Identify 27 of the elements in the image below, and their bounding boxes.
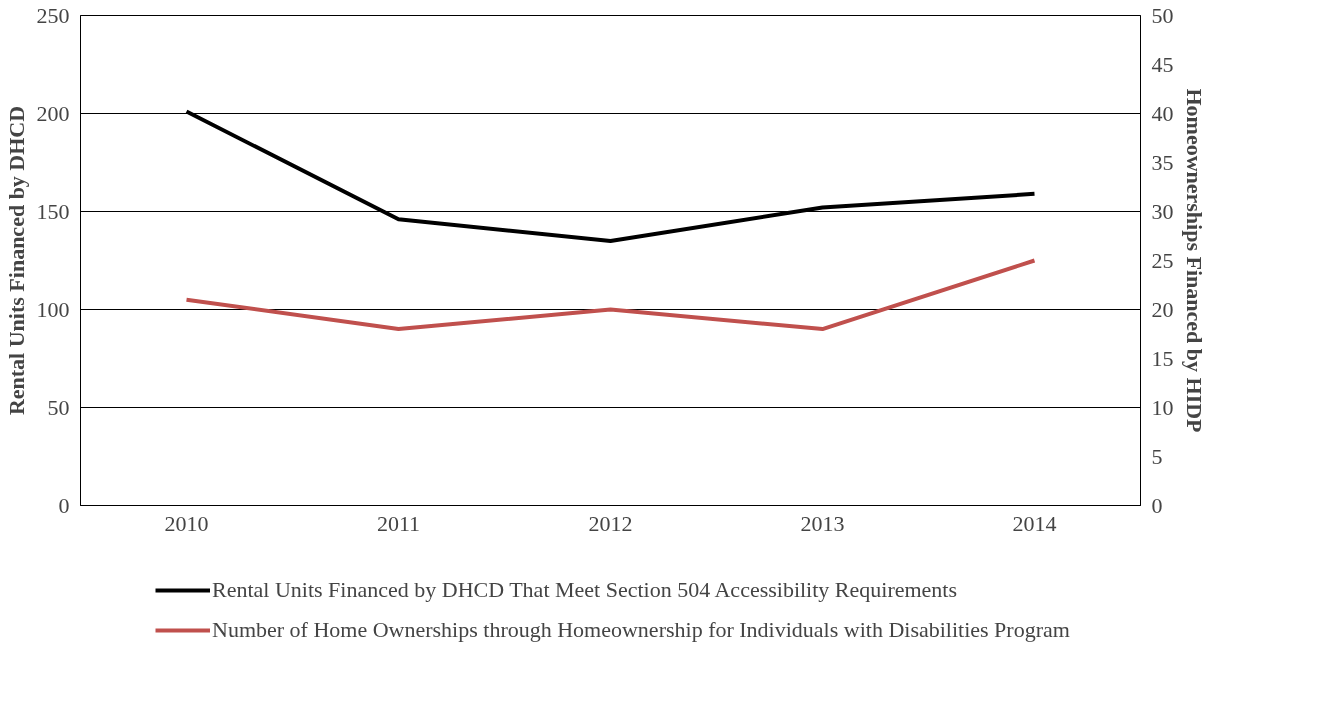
x-tick-label: 2010 (164, 510, 209, 536)
y-tick-label: 200 (36, 100, 70, 126)
x-tick-label: 2013 (800, 510, 845, 536)
y2-tick-label: 15 (1151, 345, 1174, 371)
x-tick-label: 2014 (1012, 510, 1057, 536)
y2-tick-label: 50 (1151, 2, 1174, 28)
y2-axis-title: Homeownerships Financed by HIDP (1181, 88, 1207, 433)
x-tick-label: 2012 (588, 510, 633, 536)
legend-label: Number of Home Ownerships through Homeownership for Individuals with Disabilities Program (212, 617, 1070, 643)
y2-tick-label: 35 (1151, 149, 1174, 175)
y2-tick-label: 40 (1151, 100, 1174, 126)
y2-tick-label: 10 (1151, 394, 1174, 420)
legend-label: Rental Units Financed by DHCD That Meet Section 504 Accessibility Requirements (212, 577, 958, 603)
y2-tick-label: 20 (1151, 296, 1174, 322)
y2-tick-label: 45 (1151, 51, 1174, 77)
y2-tick-label: 0 (1151, 492, 1163, 518)
y-tick-label: 250 (36, 2, 70, 28)
x-tick-label: 2011 (376, 510, 421, 536)
y-tick-label: 150 (36, 198, 70, 224)
y2-tick-label: 25 (1151, 247, 1174, 273)
y-tick-label: 100 (36, 296, 70, 322)
y-tick-label: 0 (58, 492, 70, 518)
y-axis-title: Rental Units Financed by DHCD (3, 105, 29, 416)
y-tick-label: 50 (47, 394, 70, 420)
y2-tick-label: 30 (1151, 198, 1174, 224)
y2-tick-label: 5 (1151, 443, 1163, 469)
line-series (184, 258, 1037, 332)
